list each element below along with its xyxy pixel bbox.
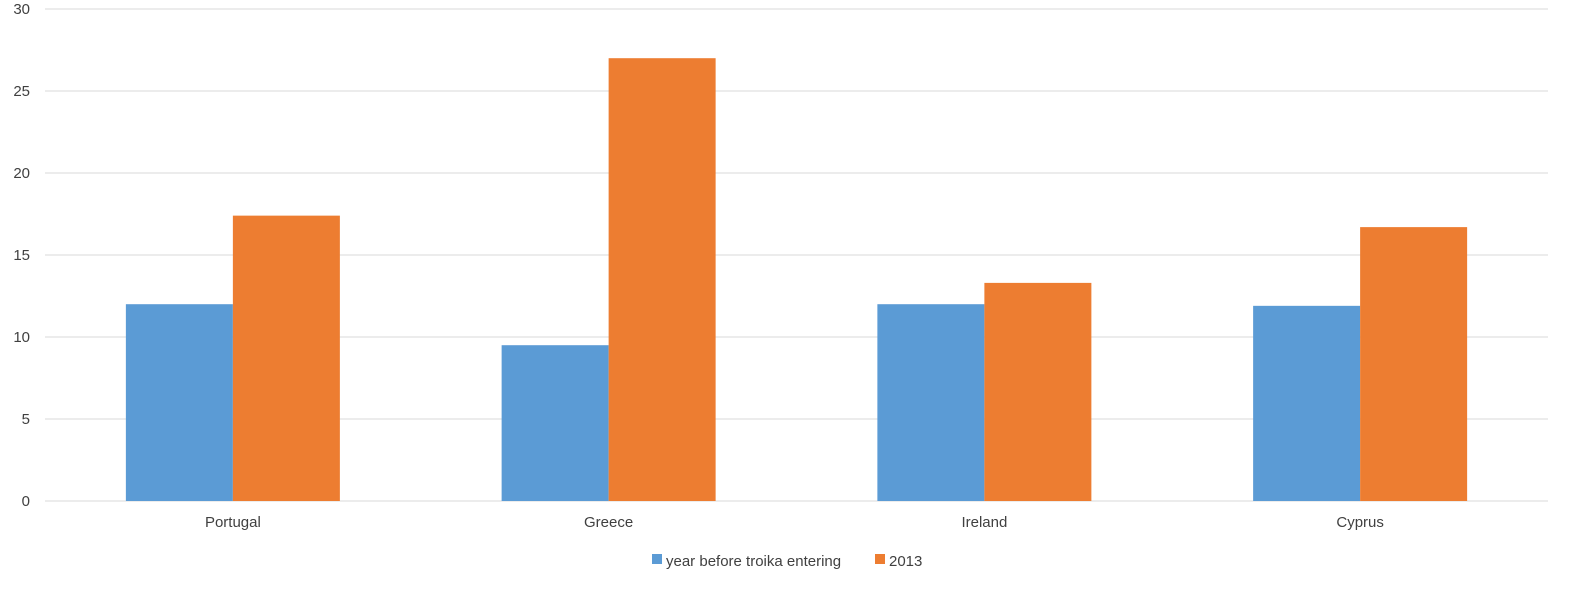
bar-portugal-series-2 bbox=[232, 215, 340, 501]
bar-portugal-series-1 bbox=[125, 304, 233, 501]
legend-label-series-2: 2013 bbox=[889, 553, 922, 570]
x-tick-label-greece: Greece bbox=[584, 514, 633, 531]
legend-swatch-series-2 bbox=[875, 554, 885, 564]
bar-cyprus-series-1 bbox=[1253, 305, 1361, 501]
y-axis-tick-labels: 0 5 10 15 20 25 30 bbox=[13, 1, 30, 510]
bar-cyprus-series-2 bbox=[1360, 227, 1468, 501]
y-tick-label: 30 bbox=[13, 1, 30, 18]
legend-label-series-1: year before troika entering bbox=[666, 553, 841, 570]
y-tick-label: 10 bbox=[13, 329, 30, 346]
legend-swatch-series-1 bbox=[652, 554, 662, 564]
x-tick-label-ireland: Ireland bbox=[961, 514, 1007, 531]
x-axis-tick-labels: Portugal Greece Ireland Cyprus bbox=[205, 514, 1384, 531]
bars bbox=[125, 58, 1468, 501]
x-tick-label-portugal: Portugal bbox=[205, 514, 261, 531]
bar-greece-series-2 bbox=[608, 58, 716, 501]
y-tick-label: 25 bbox=[13, 83, 30, 100]
y-tick-label: 0 bbox=[22, 493, 30, 510]
y-tick-label: 15 bbox=[13, 247, 30, 264]
bar-ireland-series-1 bbox=[877, 304, 985, 501]
y-tick-label: 20 bbox=[13, 165, 30, 182]
bar-greece-series-1 bbox=[501, 345, 609, 501]
x-tick-label-cyprus: Cyprus bbox=[1336, 514, 1384, 531]
y-tick-label: 5 bbox=[22, 411, 30, 428]
bar-ireland-series-2 bbox=[984, 282, 1092, 501]
legend: year before troika entering 2013 bbox=[652, 553, 922, 570]
